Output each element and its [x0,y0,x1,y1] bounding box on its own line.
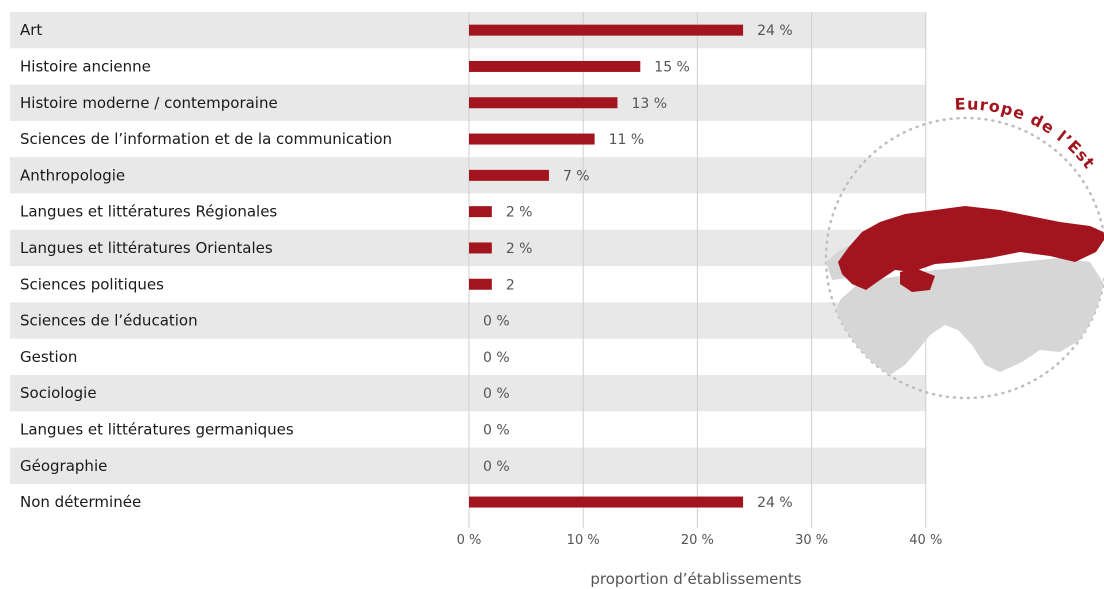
category-label: Sociologie [20,384,97,402]
value-label: 0 % [483,459,510,475]
map-region-label: Europe de l’Est [954,94,1099,172]
category-label: Sciences de l’éducation [20,312,198,330]
bar [469,169,549,181]
category-label: Histoire moderne / contemporaine [20,94,278,112]
value-label: 7 % [563,168,590,184]
category-labels: Art Histoire ancienne Histoire moderne / c… [20,21,392,511]
bar [469,206,492,218]
bar [469,242,492,254]
x-tick-label: 30 % [795,533,828,548]
x-tick-label: 0 % [457,533,482,548]
bars [469,24,744,508]
map-land-grey [832,258,1104,375]
value-label: 24 % [757,495,793,511]
value-label: 0 % [483,422,510,438]
value-labels: 24 % 15 % 13 % 11 % 7 % 2 % 2 % 2 0 % 0 % 0 % 0 % 0 … [483,23,793,511]
row-stripe [10,12,926,49]
value-label: 13 % [631,96,667,112]
category-label: Langues et littératures Orientales [20,239,273,257]
value-label: 2 % [506,241,533,257]
value-label: 24 % [757,23,793,39]
value-label: 0 % [483,386,510,402]
bar [469,60,641,72]
category-label: Sciences de l’information et de la commu… [20,130,392,148]
value-label: 0 % [483,350,510,366]
map-dotted-circle [824,116,1104,400]
value-label: 11 % [609,132,645,148]
bar [469,97,618,109]
value-label: 0 % [483,314,510,330]
row-stripe [10,302,926,339]
category-label: Langues et littératures germaniques [20,420,294,438]
x-axis-label: proportion d’établissements [590,570,801,588]
map-highlight-central-asia [900,268,935,292]
x-tick-labels: 0 % 10 % 20 % 30 % 40 % [457,533,943,548]
category-label: Langues et littératures Régionales [20,203,277,221]
bar [469,133,595,145]
category-label: Art [20,21,42,39]
bar [469,496,744,508]
x-tick-label: 20 % [681,533,714,548]
row-stripe [10,229,926,267]
row-stripe [10,157,926,194]
category-label: Géographie [20,457,107,475]
category-label: Sciences politiques [20,275,164,293]
value-label: 15 % [654,59,690,75]
row-stripe [10,84,926,121]
row-stripe [10,447,926,484]
bar [469,24,744,36]
value-label: 2 [506,277,515,293]
category-label: Anthropologie [20,166,125,184]
x-tick-label: 10 % [567,533,600,548]
row-stripes [10,12,926,484]
category-label: Non déterminée [20,493,141,511]
row-stripe [10,375,926,412]
category-label: Histoire ancienne [20,57,151,75]
bar [469,278,492,290]
map-highlight-eastern-europe [838,206,1104,290]
category-label: Gestion [20,348,77,366]
x-tick-label: 40 % [909,533,942,548]
inset-map: Europe de l’Est [824,94,1104,400]
value-label: 2 % [506,205,533,221]
